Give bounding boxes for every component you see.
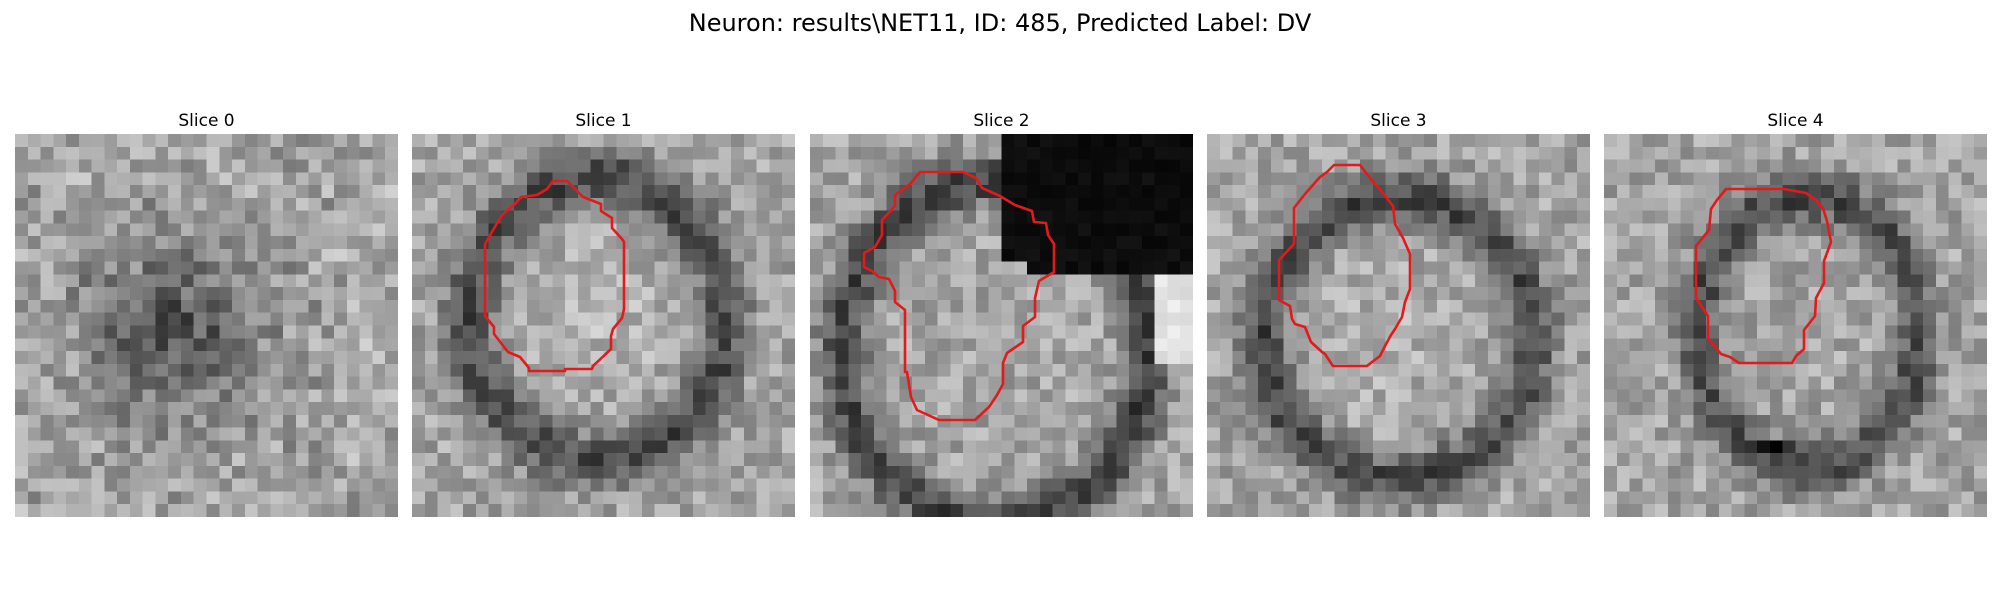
slice-panel-2: Slice 2 xyxy=(810,108,1193,517)
contour-overlay-4 xyxy=(1694,187,1833,365)
slice-grayscale-image-1 xyxy=(412,134,795,517)
slice-image-3 xyxy=(1207,134,1590,517)
neuron-contour-2 xyxy=(862,170,1056,422)
neuron-contour-4 xyxy=(1694,187,1833,365)
slice-image-0 xyxy=(15,134,398,517)
slice-image-4 xyxy=(1604,134,1987,517)
contour-overlay-1 xyxy=(483,179,626,373)
neuron-contour-3 xyxy=(1277,163,1412,368)
contour-overlay-3 xyxy=(1277,163,1412,368)
contour-overlay-2 xyxy=(862,170,1056,422)
slice-grayscale-image-4 xyxy=(1604,134,1987,517)
slice-title-4: Slice 4 xyxy=(1767,111,1824,131)
slice-grayscale-image-0 xyxy=(15,134,398,517)
figure-title: Neuron: results\NET11, ID: 485, Predicte… xyxy=(688,9,1312,37)
slice-title-1: Slice 1 xyxy=(575,111,632,131)
slice-panel-1: Slice 1 xyxy=(412,108,795,517)
slice-panel-3: Slice 3 xyxy=(1207,108,1590,517)
slice-title-3: Slice 3 xyxy=(1370,111,1427,131)
slice-image-1 xyxy=(412,134,795,517)
slice-panel-4: Slice 4 xyxy=(1604,108,1987,517)
slice-title-0: Slice 0 xyxy=(178,111,235,131)
slice-panel-0: Slice 0 xyxy=(15,108,398,517)
neuron-contour-1 xyxy=(483,179,626,373)
slice-title-2: Slice 2 xyxy=(973,111,1030,131)
slice-image-2 xyxy=(810,134,1193,517)
